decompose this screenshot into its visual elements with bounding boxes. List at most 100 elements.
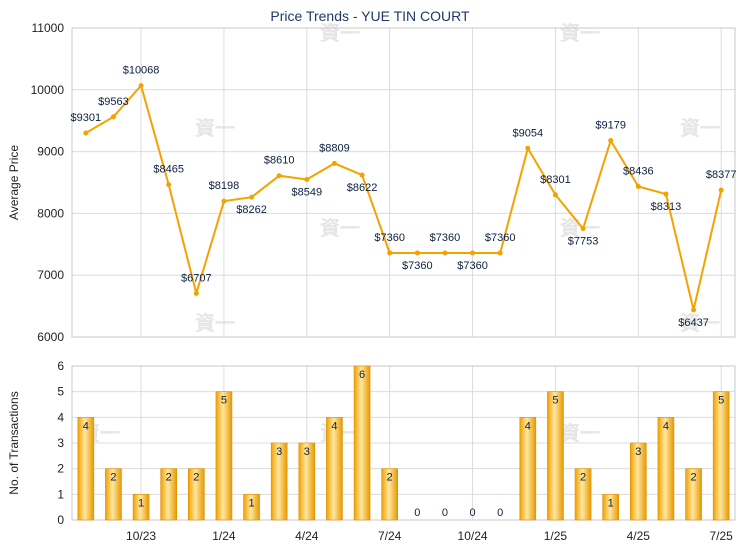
watermark-logo: 資一 xyxy=(195,116,235,140)
transactions-y-tick: 4 xyxy=(57,410,64,424)
x-tick-label: 4/24 xyxy=(295,529,319,543)
transactions-bar xyxy=(215,391,233,521)
transactions-data-label: 4 xyxy=(83,420,89,432)
price-data-label: $7360 xyxy=(374,232,405,244)
price-point xyxy=(138,83,144,89)
price-data-label: $8436 xyxy=(623,165,654,177)
price-point xyxy=(580,226,586,232)
price-point xyxy=(414,250,420,256)
transactions-bar xyxy=(243,494,260,521)
price-point xyxy=(249,194,255,200)
transactions-bar xyxy=(298,442,316,521)
price-point xyxy=(83,130,89,136)
price-data-label: $8377 xyxy=(706,169,737,181)
price-point xyxy=(221,198,227,204)
price-point xyxy=(193,290,199,296)
price-y-tick: 11000 xyxy=(32,21,65,35)
transactions-bar xyxy=(381,468,398,521)
x-tick-label: 7/25 xyxy=(710,529,734,543)
transactions-data-label: 1 xyxy=(608,497,614,509)
watermark-logo: 資一 xyxy=(680,116,720,140)
price-data-label: $8809 xyxy=(319,142,350,154)
price-point xyxy=(304,176,310,182)
price-data-label: $9301 xyxy=(71,112,102,124)
watermark-logo: 資一 xyxy=(680,311,720,335)
price-y-tick: 9000 xyxy=(37,145,64,159)
transactions-data-label: 2 xyxy=(691,472,697,484)
watermark-logo: 資一 xyxy=(320,216,360,240)
price-data-label: $8465 xyxy=(153,164,184,176)
transactions-bar xyxy=(270,442,288,521)
price-y-axis-label: Average Price xyxy=(7,145,21,220)
transactions-data-label: 0 xyxy=(442,507,448,519)
transactions-y-tick: 0 xyxy=(57,513,64,527)
price-point xyxy=(635,183,641,189)
price-data-label: $8301 xyxy=(540,174,571,186)
transactions-data-label: 6 xyxy=(359,369,365,381)
x-tick-label: 10/24 xyxy=(458,529,488,543)
transactions-bar xyxy=(685,468,702,521)
watermark-logo: 資一 xyxy=(560,421,600,445)
price-line xyxy=(85,83,723,311)
price-data-label: $7360 xyxy=(485,232,516,244)
price-y-tick: 8000 xyxy=(37,206,64,220)
transactions-y-tick: 6 xyxy=(57,359,64,373)
price-point xyxy=(552,192,558,198)
transactions-bar xyxy=(712,391,730,521)
x-tick-label: 1/25 xyxy=(544,529,568,543)
transactions-data-label: 5 xyxy=(552,395,558,407)
price-point xyxy=(331,160,337,166)
price-point xyxy=(166,182,172,188)
price-point xyxy=(718,187,724,193)
price-data-label: $7360 xyxy=(430,232,461,244)
price-data-label: $7360 xyxy=(457,260,488,272)
transactions-y-tick: 1 xyxy=(57,487,64,501)
transactions-data-label: 4 xyxy=(331,420,337,432)
transactions-bar xyxy=(132,494,150,521)
price-point xyxy=(691,307,697,313)
price-point xyxy=(442,250,448,256)
price-point xyxy=(663,191,669,197)
x-tick-label: 10/23 xyxy=(126,529,156,543)
watermark-logo: 資一 xyxy=(320,21,360,45)
price-data-label: $7360 xyxy=(402,260,433,272)
price-data-label: $8313 xyxy=(651,201,682,213)
transactions-bar xyxy=(77,417,95,521)
price-y-tick: 6000 xyxy=(37,330,64,344)
price-data-label: $8610 xyxy=(264,155,295,167)
transactions-data-label: 0 xyxy=(414,507,420,519)
transactions-bar xyxy=(326,417,343,521)
watermark-logo: 資一 xyxy=(560,216,600,240)
transactions-bar xyxy=(630,442,647,521)
x-tick-label: 1/24 xyxy=(212,529,236,543)
price-point xyxy=(359,172,365,178)
transactions-data-label: 2 xyxy=(387,472,393,484)
price-point xyxy=(525,145,531,151)
price-point xyxy=(387,250,393,256)
transactions-data-label: 2 xyxy=(580,472,586,484)
transactions-bar xyxy=(602,494,619,521)
x-tick-label: 4/25 xyxy=(627,529,651,543)
transactions-bar xyxy=(188,468,205,521)
transactions-y-tick: 2 xyxy=(57,462,64,476)
transactions-bar xyxy=(160,468,177,521)
price-data-label: $8549 xyxy=(292,186,323,198)
transactions-data-label: 2 xyxy=(110,472,116,484)
price-data-label: $7753 xyxy=(568,236,599,248)
transactions-data-label: 4 xyxy=(525,420,531,432)
price-point xyxy=(497,250,503,256)
transactions-data-label: 3 xyxy=(635,446,641,458)
transactions-bar xyxy=(353,365,371,521)
transactions-bar xyxy=(657,417,675,521)
transactions-bar xyxy=(105,468,122,521)
price-panel-frame xyxy=(71,27,736,338)
transactions-y-tick: 3 xyxy=(57,436,64,450)
price-data-label: $9563 xyxy=(98,96,129,108)
price-data-label: $8198 xyxy=(209,180,240,192)
transactions-y-tick: 5 xyxy=(57,385,64,399)
transactions-data-label: 3 xyxy=(276,446,282,458)
price-data-label: $8622 xyxy=(347,182,378,194)
price-data-label: $6707 xyxy=(181,272,212,284)
